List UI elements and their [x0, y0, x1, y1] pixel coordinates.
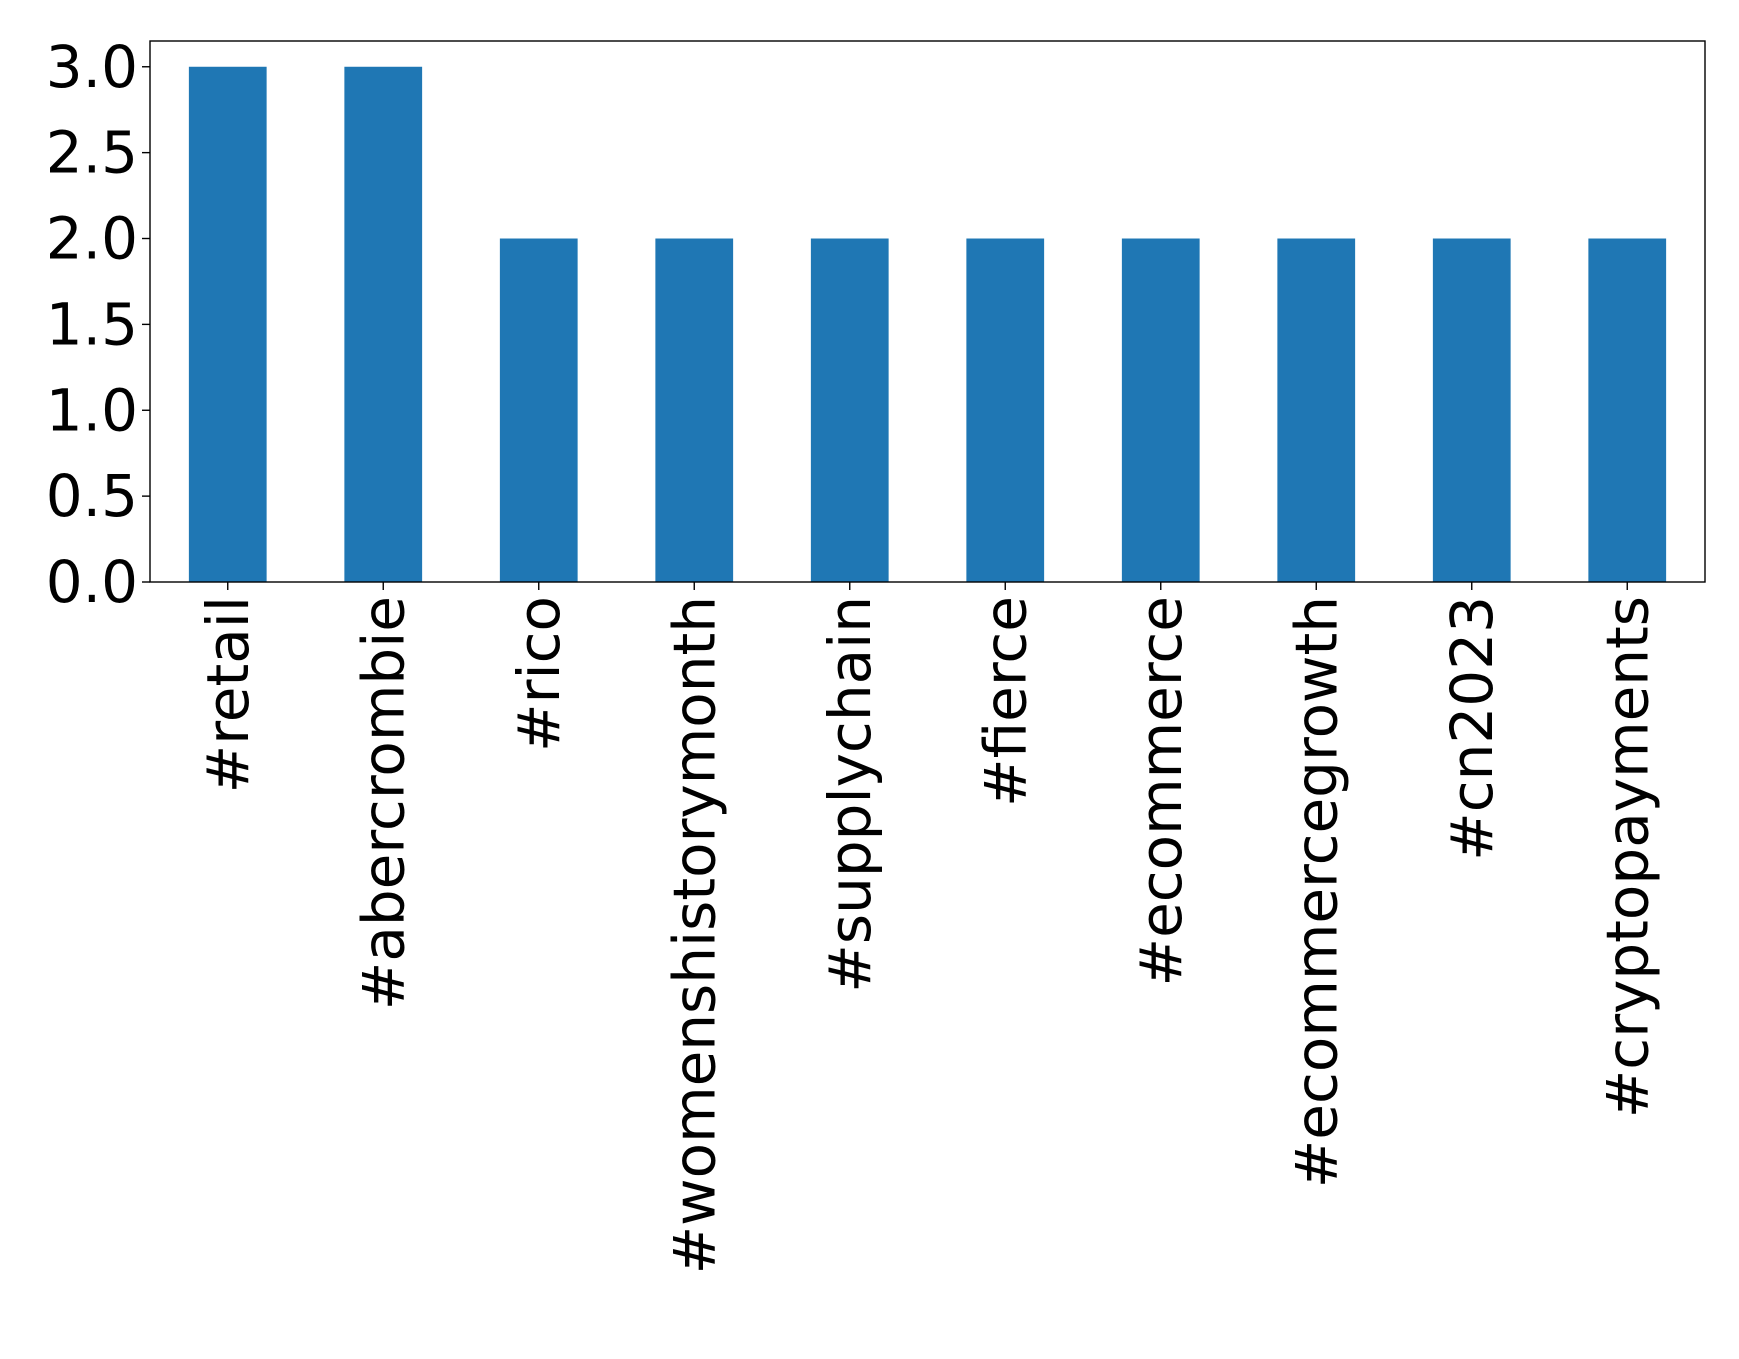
x-tick-label: #rico — [505, 596, 573, 752]
y-tick-label: 1.0 — [46, 376, 138, 444]
plot-frame — [149, 40, 1706, 583]
x-tick-label: #cn2023 — [1438, 596, 1506, 861]
bar — [499, 238, 578, 582]
y-tick-label: 2.0 — [46, 205, 138, 273]
bar — [655, 238, 734, 582]
x-tick-label: #womenshistorymonth — [660, 596, 728, 1274]
x-tick-label: #ecommerce — [1127, 596, 1195, 986]
x-tick-label: #supplychain — [816, 596, 884, 993]
bar — [1121, 238, 1200, 582]
x-tick-label: #ecommercegrowth — [1282, 596, 1350, 1188]
y-tick-label: 1.5 — [46, 290, 138, 358]
y-tick-label: 2.5 — [46, 119, 138, 187]
x-tick-label: #fierce — [971, 596, 1039, 807]
x-tick-label: #abercrombie — [349, 596, 417, 1010]
y-tick-label: 0.5 — [46, 462, 138, 530]
bar — [1432, 238, 1511, 582]
bar — [188, 66, 267, 582]
bars-layer — [188, 66, 1667, 582]
bar — [1588, 238, 1667, 582]
y-axis: 0.0 0.5 1.0 1.5 2.0 2.5 3.0 — [46, 33, 150, 616]
y-tick-label: 0.0 — [46, 548, 138, 616]
bar — [966, 238, 1045, 582]
x-tick-label: #retail — [194, 596, 262, 793]
bar — [344, 66, 423, 582]
bar — [810, 238, 889, 582]
x-tick-label: #cryptopayments — [1593, 596, 1661, 1118]
x-axis: #retail #abercrombie #rico #womenshistorymo… — [194, 582, 1661, 1274]
bar — [1277, 238, 1356, 582]
y-tick-label: 3.0 — [46, 33, 138, 101]
